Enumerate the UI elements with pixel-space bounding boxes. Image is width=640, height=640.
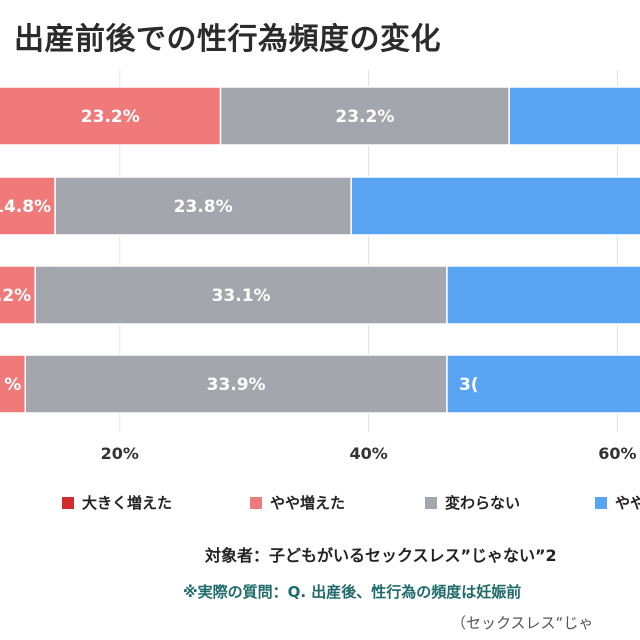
legend-swatch-0 [62, 496, 74, 509]
question-note: ※実際の質問：Q. 出産後、性行為の頻度は妊娠前 [183, 583, 522, 601]
stacked-bar-chart: 23.2% 23.2% 14.8% 23.8% 13.2% 33.1%% 33.9% 3( 20… [0, 70, 640, 463]
data-label-row1-seg2: 23.8% [174, 197, 233, 217]
chart-title: 出産前後での性行為頻度の変化 [14, 22, 441, 57]
x-tick-label-0: 20% [101, 444, 139, 463]
legend-label-3: やや [615, 494, 640, 512]
bar-row1-seg2 [54, 176, 352, 236]
x-tick-label-1: 40% [349, 444, 387, 463]
legend-item-2: 変わらない [425, 492, 520, 513]
x-tick-label-2: 60% [598, 444, 636, 463]
data-label-row2-seg2: 33.1% [212, 286, 271, 306]
legend-swatch-3 [595, 496, 607, 509]
data-label-row1-seg1: 14.8% [0, 197, 51, 217]
bar-row0-seg3 [508, 86, 640, 146]
data-label-row3-seg1: % [4, 375, 21, 395]
legend-item-3: やや [595, 492, 640, 513]
data-label-row3-seg2: 33.9% [207, 375, 266, 395]
data-label-row3-seg3: 3( [459, 375, 479, 395]
legend-item-1: やや増えた [250, 492, 345, 513]
legend-label-1: やや増えた [270, 494, 346, 512]
legend: 大きく増えた やや増えた 変わらない やや [0, 492, 640, 518]
data-label-row2-seg1: 13.2% [0, 286, 31, 306]
subject-note: 対象者：子どもがいるセックスレス”じゃない”2 [205, 546, 557, 565]
bar-row1-seg3 [350, 176, 640, 236]
legend-label-0: 大きく増えた [82, 494, 173, 512]
bar-row3-seg3 [446, 354, 640, 414]
bar-row2-seg3 [446, 265, 640, 325]
data-label-row0-seg1: 23.2% [81, 107, 140, 127]
bar-row0-seg1 [0, 86, 222, 146]
legend-item-0: 大きく増えた [62, 492, 172, 513]
source-note: （セックスレス“じゃ [451, 614, 594, 632]
legend-swatch-1 [250, 496, 262, 509]
legend-swatch-2 [425, 496, 437, 509]
data-label-row0-seg2: 23.2% [335, 107, 394, 127]
legend-label-2: 変わらない [445, 494, 521, 512]
